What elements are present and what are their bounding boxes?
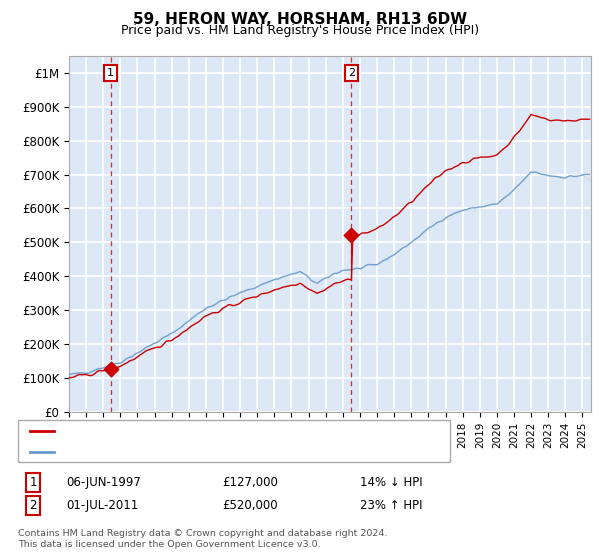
Text: 01-JUL-2011: 01-JUL-2011 (66, 498, 138, 512)
Text: 1: 1 (107, 68, 114, 78)
Text: 1: 1 (29, 476, 37, 489)
Text: Price paid vs. HM Land Registry's House Price Index (HPI): Price paid vs. HM Land Registry's House … (121, 24, 479, 37)
Text: HPI: Average price, detached house, Horsham: HPI: Average price, detached house, Hors… (60, 447, 312, 457)
Text: Contains HM Land Registry data © Crown copyright and database right 2024.
This d: Contains HM Land Registry data © Crown c… (18, 529, 388, 549)
Text: 59, HERON WAY, HORSHAM, RH13 6DW (detached house): 59, HERON WAY, HORSHAM, RH13 6DW (detach… (60, 426, 377, 436)
Point (106, 364, 115, 373)
Text: 23% ↑ HPI: 23% ↑ HPI (360, 498, 422, 512)
Text: £520,000: £520,000 (222, 498, 278, 512)
Text: 14% ↓ HPI: 14% ↓ HPI (360, 476, 422, 489)
Point (347, 231, 356, 240)
Text: 2: 2 (348, 68, 355, 78)
Text: £127,000: £127,000 (222, 476, 278, 489)
Text: 06-JUN-1997: 06-JUN-1997 (66, 476, 141, 489)
Text: 59, HERON WAY, HORSHAM, RH13 6DW: 59, HERON WAY, HORSHAM, RH13 6DW (133, 12, 467, 27)
Text: 2: 2 (29, 498, 37, 512)
